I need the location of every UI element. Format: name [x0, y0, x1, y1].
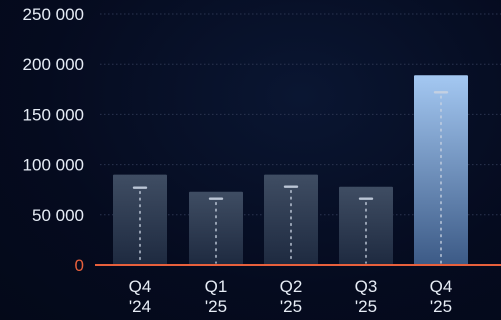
bar-group — [414, 75, 468, 265]
bar-group — [264, 174, 318, 265]
x-tick-label: Q2'25 — [280, 277, 303, 316]
bar-group — [113, 174, 167, 265]
x-axis: Q4'24 Q1'25 Q2'25 Q3'25 Q4'25 — [95, 264, 501, 316]
x-tick-label: Q4'25 — [430, 277, 453, 316]
y-tick-label: 250 000 — [23, 5, 84, 24]
y-axis: 0 50 000 100 000 150 000 200 000 250 000 — [23, 5, 84, 275]
bar[interactable] — [339, 186, 393, 265]
y-tick-label: 100 000 — [23, 156, 84, 175]
bar-group — [189, 191, 243, 265]
bars — [113, 75, 468, 265]
x-tick-label: Q4'24 — [129, 277, 152, 316]
bar-group — [339, 186, 393, 265]
bar[interactable] — [264, 174, 318, 265]
y-tick-label: 200 000 — [23, 55, 84, 74]
y-tick-label: 50 000 — [32, 206, 84, 225]
x-tick-label: Q1'25 — [205, 277, 228, 316]
y-tick-label: 150 000 — [23, 105, 84, 124]
y-tick-label: 0 — [75, 256, 84, 275]
x-tick-label: Q3'25 — [355, 277, 378, 316]
